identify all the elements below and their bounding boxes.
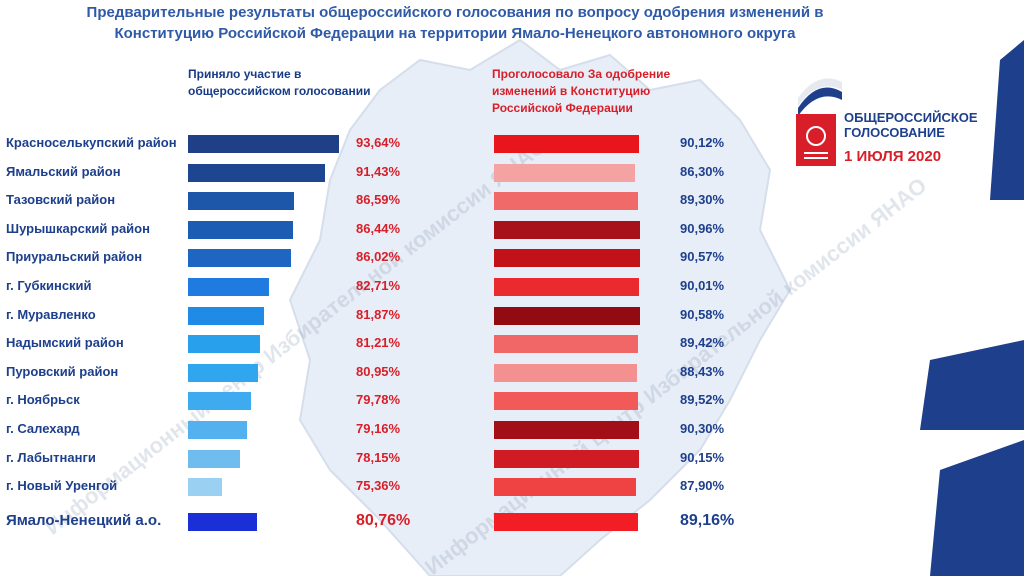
title-line-2: Конституцию Российской Федерации на терр… bbox=[114, 25, 796, 42]
decor-mid-right bbox=[920, 340, 1024, 430]
approval-bar bbox=[494, 163, 635, 182]
participation-bar bbox=[188, 478, 223, 497]
row-label: Надымский район bbox=[6, 335, 124, 351]
approval-percent: 90,30% bbox=[680, 421, 725, 436]
approval-bar bbox=[494, 449, 640, 468]
row-label: г. Салехард bbox=[6, 421, 80, 436]
participation-bar bbox=[188, 249, 291, 268]
logo-line-2: ГОЛОСОВАНИЕ bbox=[844, 125, 945, 140]
vote-logo: ОБЩЕРОССИЙСКОЕ ГОЛОСОВАНИЕ 1 ИЮЛЯ 2020 bbox=[792, 78, 978, 174]
participation-percent: 80,95% bbox=[356, 363, 401, 379]
logo-line-1: ОБЩЕРОССИЙСКОЕ bbox=[844, 110, 978, 125]
participation-bar bbox=[188, 449, 241, 468]
approval-percent: 86,30% bbox=[680, 163, 725, 179]
participation-percent: 93,64% bbox=[356, 135, 401, 150]
row-label: г. Муравленко bbox=[6, 306, 96, 322]
approval-bar bbox=[494, 306, 640, 325]
row-label: г. Губкинский bbox=[6, 278, 92, 293]
participation-percent: 86,59% bbox=[356, 192, 401, 208]
participation-header: Приняло участие в общероссийском голосов… bbox=[188, 67, 371, 98]
approval-percent: 90,01% bbox=[680, 278, 725, 293]
title-line-1: Предварительные результаты общероссийско… bbox=[86, 4, 824, 21]
participation-percent: 91,43% bbox=[356, 163, 401, 179]
decor-top-right bbox=[990, 40, 1024, 200]
decor-left-edge bbox=[0, 0, 4, 576]
approval-percent: 90,15% bbox=[680, 449, 725, 465]
participation-bar bbox=[188, 335, 260, 354]
participation-bar bbox=[188, 392, 251, 411]
flag-emblem-icon bbox=[796, 78, 842, 166]
approval-percent: 87,90% bbox=[680, 478, 725, 494]
participation-percent: 78,15% bbox=[356, 449, 401, 465]
approval-percent: 88,43% bbox=[680, 363, 725, 379]
approval-percent: 90,57% bbox=[680, 249, 725, 265]
approval-bar bbox=[494, 363, 638, 382]
row-label: Приуральский район bbox=[6, 249, 143, 265]
approval-percent: 90,96% bbox=[680, 220, 725, 236]
participation-bar bbox=[188, 512, 257, 531]
participation-percent: 82,71% bbox=[356, 278, 401, 293]
participation-bar bbox=[188, 163, 326, 182]
approval-percent: 89,52% bbox=[680, 392, 725, 408]
row-label: Тазовский район bbox=[6, 192, 116, 208]
approval-percent: 89,30% bbox=[680, 192, 725, 208]
approval-bar bbox=[494, 135, 639, 153]
approval-bar bbox=[494, 220, 640, 239]
participation-percent: 81,21% bbox=[356, 335, 401, 351]
participation-percent: 80,76% bbox=[356, 511, 411, 529]
participation-bar bbox=[188, 363, 259, 382]
approval-bar bbox=[494, 335, 639, 354]
row-label: Пуровский район bbox=[6, 363, 119, 379]
approval-percent: 89,42% bbox=[680, 335, 725, 351]
approval-header: Проголосовало За одобрение изменений в К… bbox=[492, 67, 671, 115]
row-label: г. Ноябрьск bbox=[6, 392, 80, 408]
participation-percent: 75,36% bbox=[356, 478, 401, 494]
participation-bar bbox=[188, 220, 294, 239]
row-label: Шурышкарский район bbox=[6, 220, 150, 236]
participation-percent: 86,02% bbox=[356, 249, 401, 265]
participation-percent: 79,16% bbox=[356, 421, 401, 436]
row-label: Ямальский район bbox=[6, 163, 121, 179]
approval-percent: 90,12% bbox=[680, 135, 725, 150]
participation-percent: 86,44% bbox=[356, 220, 401, 236]
decor-bottom-right bbox=[930, 440, 1024, 576]
participation-bar bbox=[188, 278, 270, 296]
row-label: Красноселькупский район bbox=[6, 135, 177, 150]
approval-percent: 90,58% bbox=[680, 306, 725, 322]
page-title: Предварительные результаты общероссийско… bbox=[0, 2, 910, 44]
approval-bar bbox=[494, 278, 639, 296]
approval-bar bbox=[494, 512, 638, 531]
approval-bar bbox=[494, 249, 640, 268]
participation-bar bbox=[188, 421, 247, 439]
row-label: г. Лабытнанги bbox=[6, 449, 96, 465]
participation-bar bbox=[188, 306, 264, 325]
row-label: г. Новый Уренгой bbox=[6, 478, 118, 494]
participation-bar bbox=[188, 135, 340, 153]
row-label: Ямало-Ненецкий а.о. bbox=[6, 511, 162, 529]
approval-percent: 89,16% bbox=[680, 511, 735, 529]
logo-date: 1 ИЮЛЯ 2020 bbox=[844, 148, 942, 165]
participation-percent: 81,87% bbox=[356, 306, 401, 322]
logo-text: ОБЩЕРОССИЙСКОЕ ГОЛОСОВАНИЕ bbox=[844, 110, 978, 140]
approval-bar bbox=[494, 478, 637, 497]
participation-percent: 79,78% bbox=[356, 392, 401, 408]
approval-bar bbox=[494, 421, 640, 439]
participation-bar bbox=[188, 192, 295, 211]
approval-bar bbox=[494, 392, 639, 411]
approval-bar bbox=[494, 192, 639, 211]
